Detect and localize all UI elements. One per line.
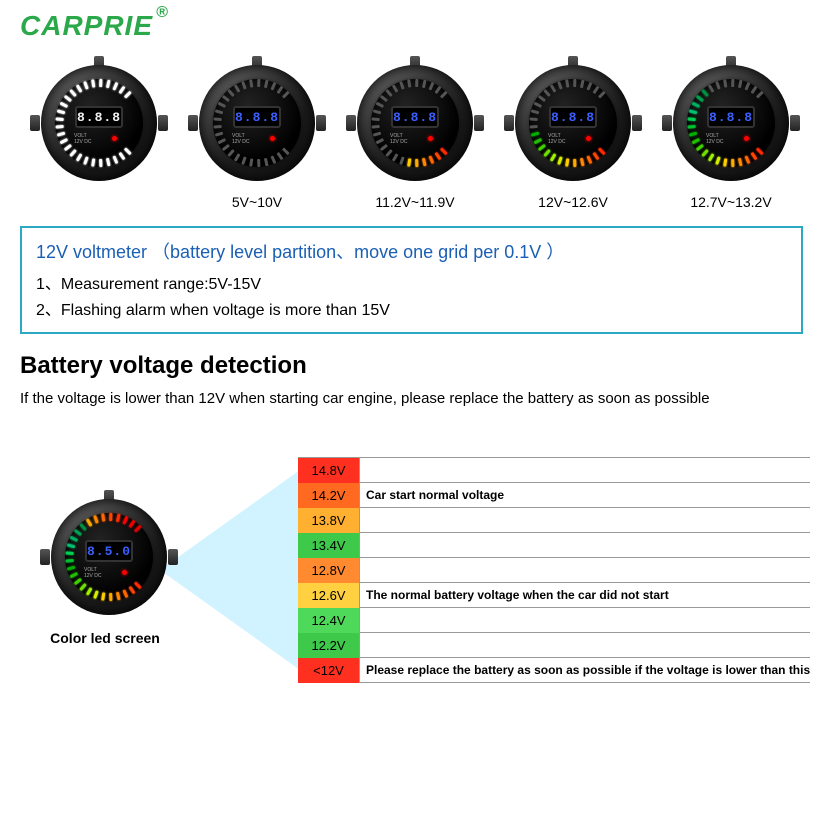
led-display: 8.8.8 <box>707 106 755 128</box>
info-box: 12V voltmeter （battery level partition、m… <box>20 226 803 334</box>
info-title: 12V voltmeter （battery level partition、m… <box>36 238 787 264</box>
voltage-value: 12.6V <box>298 583 360 608</box>
gauge-column: 8.8.8VOLT12V DC 11.2V~11.9V <box>346 60 484 212</box>
voltage-value: 12.4V <box>298 608 360 633</box>
gauge-column: 8.8.8VOLT12V DC 12V~12.6V <box>504 60 642 212</box>
voltage-row: 13.8V <box>298 508 810 533</box>
info-line-1: 1、Measurement range:5V-15V <box>36 270 787 294</box>
voltage-row: 12.8V <box>298 558 810 583</box>
info-line-2: 2、Flashing alarm when voltage is more th… <box>36 296 787 320</box>
voltage-value: 13.4V <box>298 533 360 558</box>
voltage-table: 14.8V14.2VCar start normal voltage13.8V1… <box>298 457 810 683</box>
voltage-value: 12.8V <box>298 558 360 583</box>
voltage-row: <12VPlease replace the battery as soon a… <box>298 658 810 683</box>
registered-mark: ® <box>156 4 169 22</box>
gauge-caption: 11.2V~11.9V <box>375 194 454 212</box>
voltage-row: 13.4V <box>298 533 810 558</box>
voltmeter-gauge: 8.8.8VOLT12V DC <box>346 60 484 186</box>
voltage-row: 12.4V <box>298 608 810 633</box>
bottom-gauge-column: 8.5.0VOLT12V DC Color led screen <box>40 494 170 646</box>
gauge-caption: 12.7V~13.2V <box>690 194 771 212</box>
voltage-note: Car start normal voltage <box>360 488 504 502</box>
voltage-row: 14.8V <box>298 458 810 483</box>
led-display: 8.5.0 <box>85 540 133 562</box>
voltage-note: The normal battery voltage when the car … <box>360 588 669 602</box>
voltage-value: 12.2V <box>298 633 360 658</box>
light-beam <box>160 470 300 670</box>
voltmeter-gauge: 8.5.0VOLT12V DC <box>40 494 178 620</box>
bottom-gauge-label: Color led screen <box>50 630 160 646</box>
voltage-value: 14.8V <box>298 458 360 483</box>
gauge-column: 8.8.8VOLT12V DC <box>30 60 168 212</box>
gauge-caption: 5V~10V <box>232 194 282 212</box>
voltage-row: 12.6VThe normal battery voltage when the… <box>298 583 810 608</box>
bottom-section: 8.5.0VOLT12V DC Color led screen 14.8V14… <box>0 457 823 683</box>
gauge-caption: 12V~12.6V <box>538 194 608 212</box>
voltage-row: 14.2VCar start normal voltage <box>298 483 810 508</box>
led-display: 8.8.8 <box>233 106 281 128</box>
voltage-value: 13.8V <box>298 508 360 533</box>
voltage-value: 14.2V <box>298 483 360 508</box>
voltmeter-gauge: 8.8.8VOLT12V DC <box>188 60 326 186</box>
voltmeter-gauge: 8.8.8VOLT12V DC <box>662 60 800 186</box>
brand-logo: CARPRIE ® <box>20 10 153 42</box>
voltmeter-gauge: 8.8.8VOLT12V DC <box>504 60 642 186</box>
brand-text: CARPRIE <box>20 10 153 41</box>
section-title: Battery voltage detection <box>20 352 803 380</box>
gauge-column: 8.8.8VOLT12V DC 12.7V~13.2V <box>662 60 800 212</box>
led-display: 8.8.8 <box>549 106 597 128</box>
led-display: 8.8.8 <box>75 106 123 128</box>
voltage-note: Please replace the battery as soon as po… <box>360 663 810 677</box>
led-display: 8.8.8 <box>391 106 439 128</box>
voltmeter-gauge: 8.8.8VOLT12V DC <box>30 60 168 186</box>
section-subtitle: If the voltage is lower than 12V when st… <box>20 390 803 407</box>
gauge-column: 8.8.8VOLT12V DC 5V~10V <box>188 60 326 212</box>
color-led-gauge: 8.5.0VOLT12V DC <box>40 494 170 620</box>
voltage-row: 12.2V <box>298 633 810 658</box>
voltage-value: <12V <box>298 658 360 683</box>
